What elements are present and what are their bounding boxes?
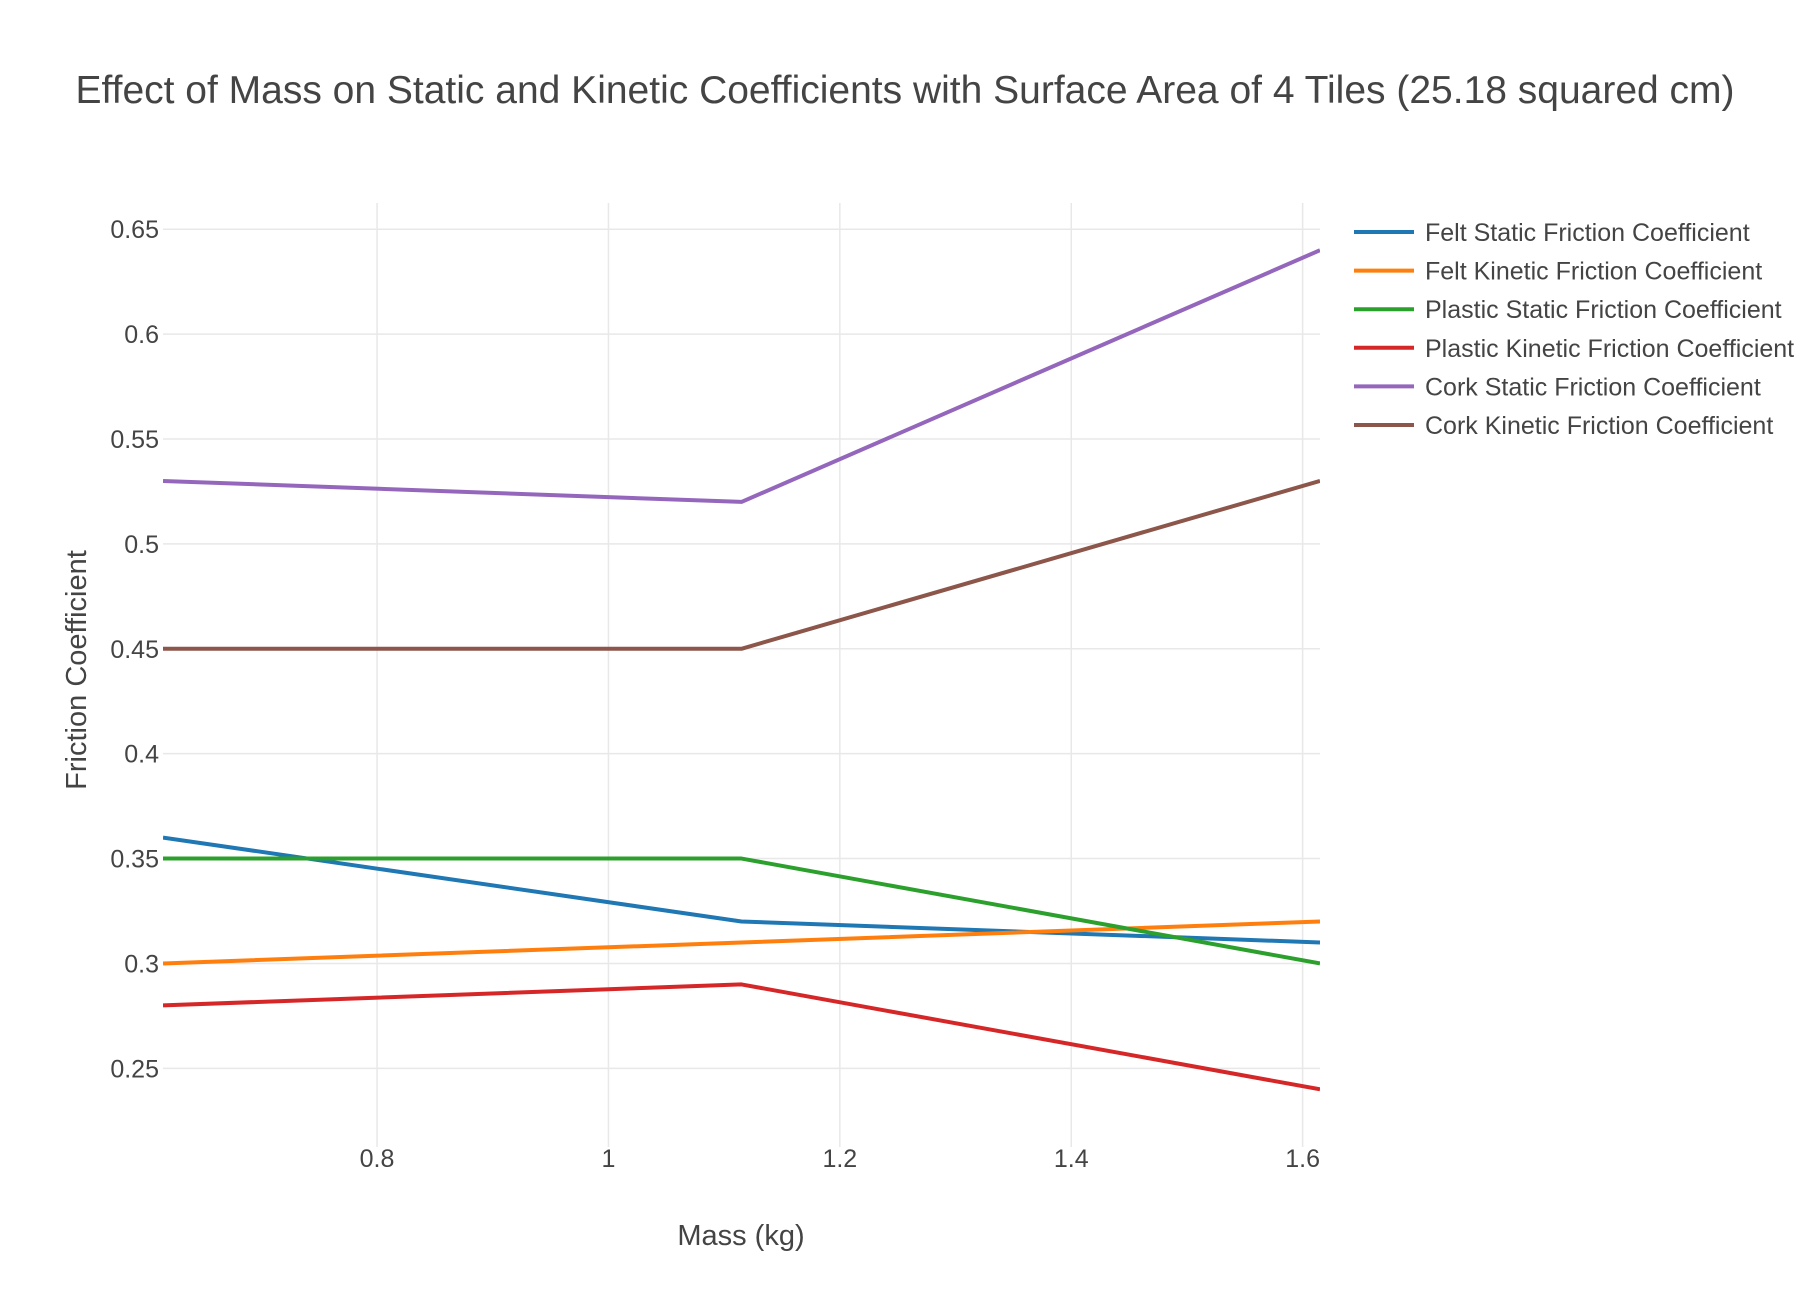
series-line-6 (163, 479, 1320, 651)
y-tick-label: 0.45 (110, 636, 159, 664)
y-tick-label: 0.65 (110, 216, 159, 244)
legend-label: Cork Kinetic Friction Coefficient (1425, 412, 1773, 440)
y-tick-label: 0.6 (124, 321, 159, 349)
y-axis-title: Friction Coefficient (61, 550, 93, 790)
series-line-5 (163, 248, 1320, 504)
x-tick-label: 1 (601, 1145, 615, 1173)
legend-label: Cork Static Friction Coefficient (1425, 373, 1761, 401)
legend-label: Plastic Static Friction Coefficient (1425, 296, 1782, 324)
series-line-3 (163, 856, 1320, 966)
legend-label: Felt Kinetic Friction Coefficient (1425, 258, 1762, 286)
y-tick-label: 0.35 (110, 846, 159, 874)
series-lines (163, 248, 1320, 1092)
x-tick-label: 0.8 (360, 1145, 395, 1173)
legend-label: Plastic Kinetic Friction Coefficient (1425, 335, 1794, 363)
chart-title: Effect of Mass on Static and Kinetic Coe… (75, 69, 1734, 112)
y-axis-ticks: 0.25 0.3 0.35 0.4 0.45 0.5 0.55 0.6 0.65 (110, 216, 159, 1083)
legend: Felt Static Friction Coefficient Felt Kin… (1354, 219, 1794, 440)
y-tick-label: 0.55 (110, 426, 159, 454)
x-axis-ticks: 0.8 1 1.2 1.4 1.6 (360, 1145, 1320, 1173)
series-line-4 (163, 982, 1320, 1092)
series-line-1 (163, 835, 1320, 945)
y-tick-label: 0.4 (124, 741, 159, 769)
y-tick-label: 0.5 (124, 531, 159, 559)
x-axis-title: Mass (kg) (677, 1220, 804, 1252)
x-tick-label: 1.4 (1054, 1145, 1089, 1173)
y-tick-label: 0.25 (110, 1055, 159, 1083)
x-tick-label: 1.6 (1285, 1145, 1320, 1173)
x-tick-label: 1.2 (822, 1145, 857, 1173)
legend-label: Felt Static Friction Coefficient (1425, 219, 1750, 247)
y-tick-label: 0.3 (124, 950, 159, 978)
